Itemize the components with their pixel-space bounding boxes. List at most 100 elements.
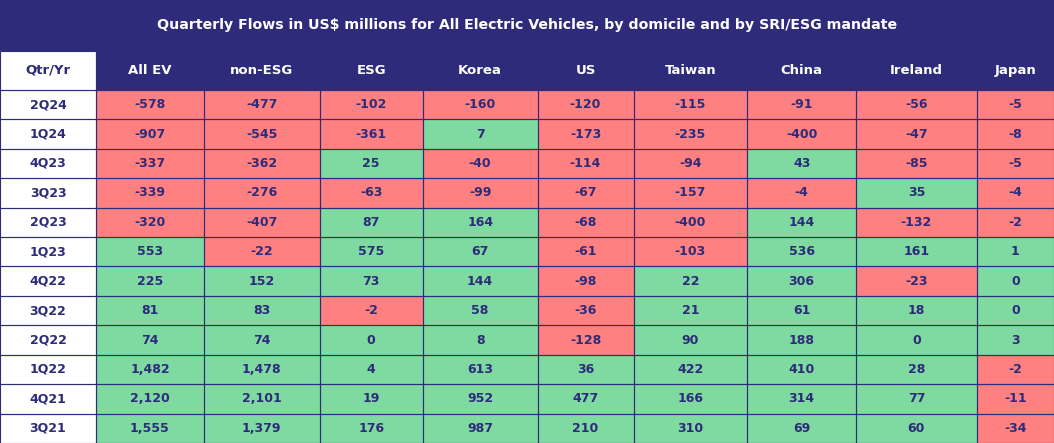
Bar — [96, 149, 203, 178]
Bar — [977, 178, 1054, 208]
Text: non-ESG: non-ESG — [230, 64, 293, 77]
Bar — [977, 51, 1054, 90]
Bar — [203, 325, 319, 355]
Text: 7: 7 — [475, 128, 485, 140]
Text: 152: 152 — [249, 275, 275, 288]
Text: 477: 477 — [572, 392, 599, 405]
Bar — [423, 237, 538, 266]
Bar — [977, 384, 1054, 414]
Bar — [856, 355, 977, 384]
Bar — [633, 90, 747, 119]
Bar — [203, 384, 319, 414]
Text: 613: 613 — [467, 363, 493, 376]
Bar — [0, 178, 96, 208]
Bar — [0, 414, 96, 443]
Text: 4: 4 — [367, 363, 375, 376]
Text: -98: -98 — [574, 275, 597, 288]
Bar — [423, 149, 538, 178]
Bar — [423, 266, 538, 296]
Bar — [319, 325, 423, 355]
Text: -5: -5 — [1009, 98, 1022, 111]
Text: 144: 144 — [788, 216, 815, 229]
Bar — [0, 0, 1054, 51]
Bar — [538, 208, 633, 237]
Text: -47: -47 — [905, 128, 928, 140]
Text: -407: -407 — [246, 216, 277, 229]
Bar — [977, 208, 1054, 237]
Bar — [423, 119, 538, 149]
Bar — [538, 325, 633, 355]
Bar — [96, 90, 203, 119]
Text: -91: -91 — [790, 98, 813, 111]
Bar — [977, 119, 1054, 149]
Bar — [203, 51, 319, 90]
Text: 1Q22: 1Q22 — [30, 363, 66, 376]
Text: 2Q22: 2Q22 — [30, 334, 66, 346]
Bar — [96, 266, 203, 296]
Text: 35: 35 — [907, 187, 925, 199]
Text: 58: 58 — [471, 304, 489, 317]
Bar — [96, 355, 203, 384]
Text: -2: -2 — [365, 304, 378, 317]
Bar — [747, 208, 856, 237]
Text: -235: -235 — [675, 128, 706, 140]
Bar — [977, 414, 1054, 443]
Bar — [423, 384, 538, 414]
Bar — [747, 90, 856, 119]
Text: 0: 0 — [1011, 304, 1019, 317]
Bar — [747, 237, 856, 266]
Text: -23: -23 — [905, 275, 928, 288]
Text: -36: -36 — [574, 304, 597, 317]
Text: 61: 61 — [793, 304, 811, 317]
Bar — [977, 325, 1054, 355]
Text: -477: -477 — [246, 98, 277, 111]
Bar — [0, 355, 96, 384]
Text: 210: 210 — [572, 422, 599, 435]
Bar — [319, 178, 423, 208]
Text: Japan: Japan — [995, 64, 1036, 77]
Text: -40: -40 — [469, 157, 491, 170]
Bar — [319, 266, 423, 296]
Bar — [423, 237, 538, 266]
Text: -103: -103 — [675, 245, 706, 258]
Bar — [96, 384, 203, 414]
Bar — [96, 296, 203, 325]
Text: 1Q23: 1Q23 — [30, 245, 66, 258]
Bar — [747, 208, 856, 237]
Bar — [0, 384, 96, 414]
Bar — [423, 178, 538, 208]
Text: -85: -85 — [905, 157, 928, 170]
Bar — [423, 325, 538, 355]
Bar — [0, 266, 96, 296]
Bar — [203, 119, 319, 149]
Bar — [633, 325, 747, 355]
Bar — [856, 178, 977, 208]
Bar — [856, 414, 977, 443]
Bar — [977, 237, 1054, 266]
Bar — [203, 208, 319, 237]
Text: 2Q24: 2Q24 — [30, 98, 66, 111]
Bar — [633, 355, 747, 384]
Text: 164: 164 — [467, 216, 493, 229]
Bar — [538, 237, 633, 266]
Text: Taiwan: Taiwan — [665, 64, 716, 77]
Text: 3Q23: 3Q23 — [30, 187, 66, 199]
Bar — [0, 325, 96, 355]
Bar — [96, 119, 203, 149]
Bar — [423, 51, 538, 90]
Bar — [96, 296, 203, 325]
Bar — [633, 149, 747, 178]
Text: -115: -115 — [675, 98, 706, 111]
Text: 25: 25 — [363, 157, 380, 170]
Text: 28: 28 — [907, 363, 925, 376]
Bar — [747, 178, 856, 208]
Bar — [538, 208, 633, 237]
Text: Ireland: Ireland — [890, 64, 943, 77]
Bar — [203, 237, 319, 266]
Bar — [747, 266, 856, 296]
Bar — [319, 149, 423, 178]
Bar — [538, 355, 633, 384]
Bar — [538, 296, 633, 325]
Bar — [319, 51, 423, 90]
Bar — [423, 325, 538, 355]
